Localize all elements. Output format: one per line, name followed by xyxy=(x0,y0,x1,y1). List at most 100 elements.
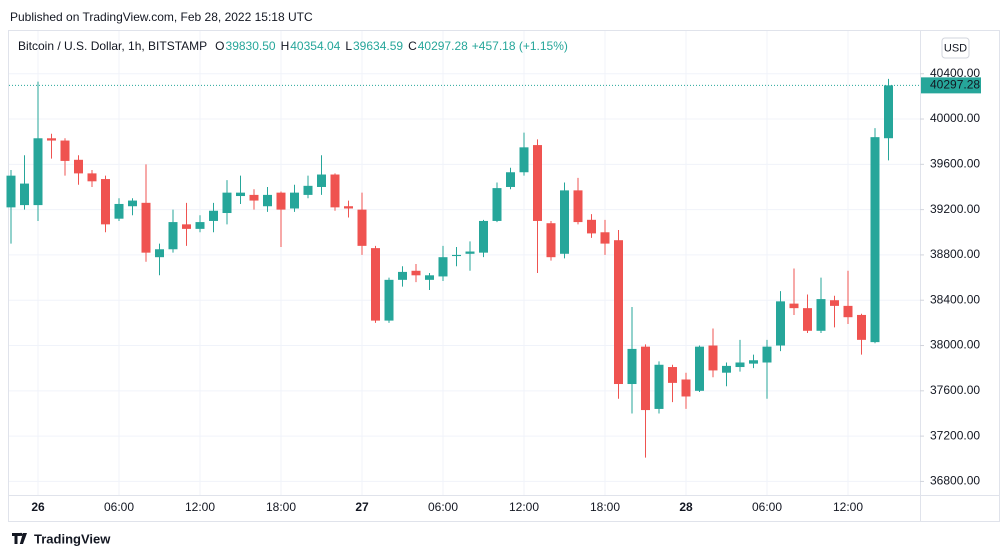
x-tick-label: 26 xyxy=(31,500,45,514)
currency-label: USD xyxy=(944,42,967,54)
candle-body xyxy=(776,301,785,346)
candle-body xyxy=(128,200,137,207)
candle-body xyxy=(749,360,758,364)
candle-body xyxy=(884,85,893,139)
candle-body xyxy=(452,254,461,257)
legend-value: 39830.50 xyxy=(225,39,276,53)
candle-body xyxy=(263,194,272,207)
y-tick-label: 37600.00 xyxy=(930,383,980,397)
candle-body xyxy=(560,190,569,254)
candle-body xyxy=(641,346,650,411)
x-tick-label: 06:00 xyxy=(428,500,458,514)
candle-body xyxy=(60,140,70,161)
candle-body xyxy=(492,188,502,221)
candle-body xyxy=(47,138,56,141)
candle-body xyxy=(762,346,772,363)
candle-body xyxy=(830,300,839,306)
candle-body xyxy=(33,138,43,206)
price-change: +457.18 (+1.15%) xyxy=(471,39,568,53)
legend-value: 39634.59 xyxy=(353,39,404,53)
candle-body xyxy=(465,251,475,254)
legend-value: 40354.04 xyxy=(290,39,341,53)
candle-body xyxy=(546,223,556,258)
x-tick-label: 18:00 xyxy=(590,500,620,514)
candle-body xyxy=(74,159,83,174)
legend-key: H xyxy=(280,39,290,53)
y-tick-label: 37200.00 xyxy=(930,428,980,442)
legend-key: C xyxy=(408,39,417,53)
candle-body xyxy=(695,346,704,391)
legend-value: 40297.28 xyxy=(417,39,468,53)
candle-body xyxy=(654,364,664,409)
candle-body xyxy=(411,270,421,276)
candle-body xyxy=(479,220,488,253)
candle-body xyxy=(209,210,218,221)
grid xyxy=(9,31,920,495)
candle-body xyxy=(357,209,367,246)
candle-body xyxy=(668,367,677,383)
legend-key: L xyxy=(345,39,352,53)
candle-body xyxy=(587,219,596,234)
y-tick-label: 38000.00 xyxy=(930,338,980,352)
candle-body xyxy=(87,173,97,182)
candle-body xyxy=(708,345,718,371)
candle-body xyxy=(600,232,610,244)
candle-body xyxy=(438,257,448,277)
chart-legend: Bitcoin / U.S. Dollar, 1h, BITSTAMP O 398… xyxy=(18,39,568,53)
candle-body xyxy=(803,308,812,331)
published-note: Published on TradingView.com, Feb 28, 20… xyxy=(10,10,313,24)
y-tick-label: 36800.00 xyxy=(930,474,980,488)
x-tick-label: 28 xyxy=(679,500,693,514)
candles xyxy=(6,78,920,458)
x-tick-label: 12:00 xyxy=(833,500,863,514)
candle-body xyxy=(573,190,583,223)
candle-body xyxy=(681,379,691,397)
candle-body xyxy=(114,203,124,219)
y-tick-label: 40400.00 xyxy=(930,66,980,80)
legend-key: O xyxy=(215,39,225,53)
candle-body xyxy=(722,365,731,373)
candle-body xyxy=(101,179,110,225)
candle-body xyxy=(371,248,380,321)
candle-body xyxy=(168,222,178,250)
y-tick-label: 38800.00 xyxy=(930,247,980,261)
x-tick-label: 18:00 xyxy=(266,500,296,514)
candle-body xyxy=(276,192,286,210)
x-tick-label: 12:00 xyxy=(185,500,215,514)
candle-body xyxy=(330,174,340,208)
x-tick-label: 12:00 xyxy=(509,500,539,514)
x-tick-label: 06:00 xyxy=(104,500,134,514)
candle-body xyxy=(614,240,623,385)
candle-body xyxy=(195,222,205,229)
candle-body xyxy=(857,314,866,340)
candle-body xyxy=(384,279,394,321)
y-tick-label: 39600.00 xyxy=(930,156,980,170)
brand-logo xyxy=(12,532,27,544)
y-tick-label: 39200.00 xyxy=(930,202,980,216)
candle-body xyxy=(519,147,529,173)
candle-body xyxy=(843,305,853,318)
candle-body xyxy=(236,192,245,197)
candle-body xyxy=(290,192,299,209)
candle-body xyxy=(317,174,326,187)
x-tick-label: 27 xyxy=(355,500,369,514)
candle-body xyxy=(398,271,407,280)
candle-body xyxy=(533,145,542,221)
candle-body xyxy=(344,206,353,209)
candle-body xyxy=(425,275,434,280)
x-tick-label: 06:00 xyxy=(752,500,782,514)
axes: 36800.00 37200.00 37600.00 38000.00 38400.00… xyxy=(31,66,981,514)
candle-body xyxy=(20,183,29,206)
candle-body xyxy=(141,202,151,253)
candle-body xyxy=(303,185,313,195)
candle-body xyxy=(6,175,16,208)
last-price-label: 40297.28 xyxy=(930,78,980,92)
currency-button[interactable] xyxy=(941,37,970,59)
ohlc-legend: O 39830.50 H 40354.04 L 39634.59 C 40297.28 xyxy=(211,39,468,53)
candle-body xyxy=(222,192,232,214)
candle-body xyxy=(816,299,826,331)
candle-body xyxy=(627,348,637,385)
chart-frame xyxy=(8,30,1000,522)
